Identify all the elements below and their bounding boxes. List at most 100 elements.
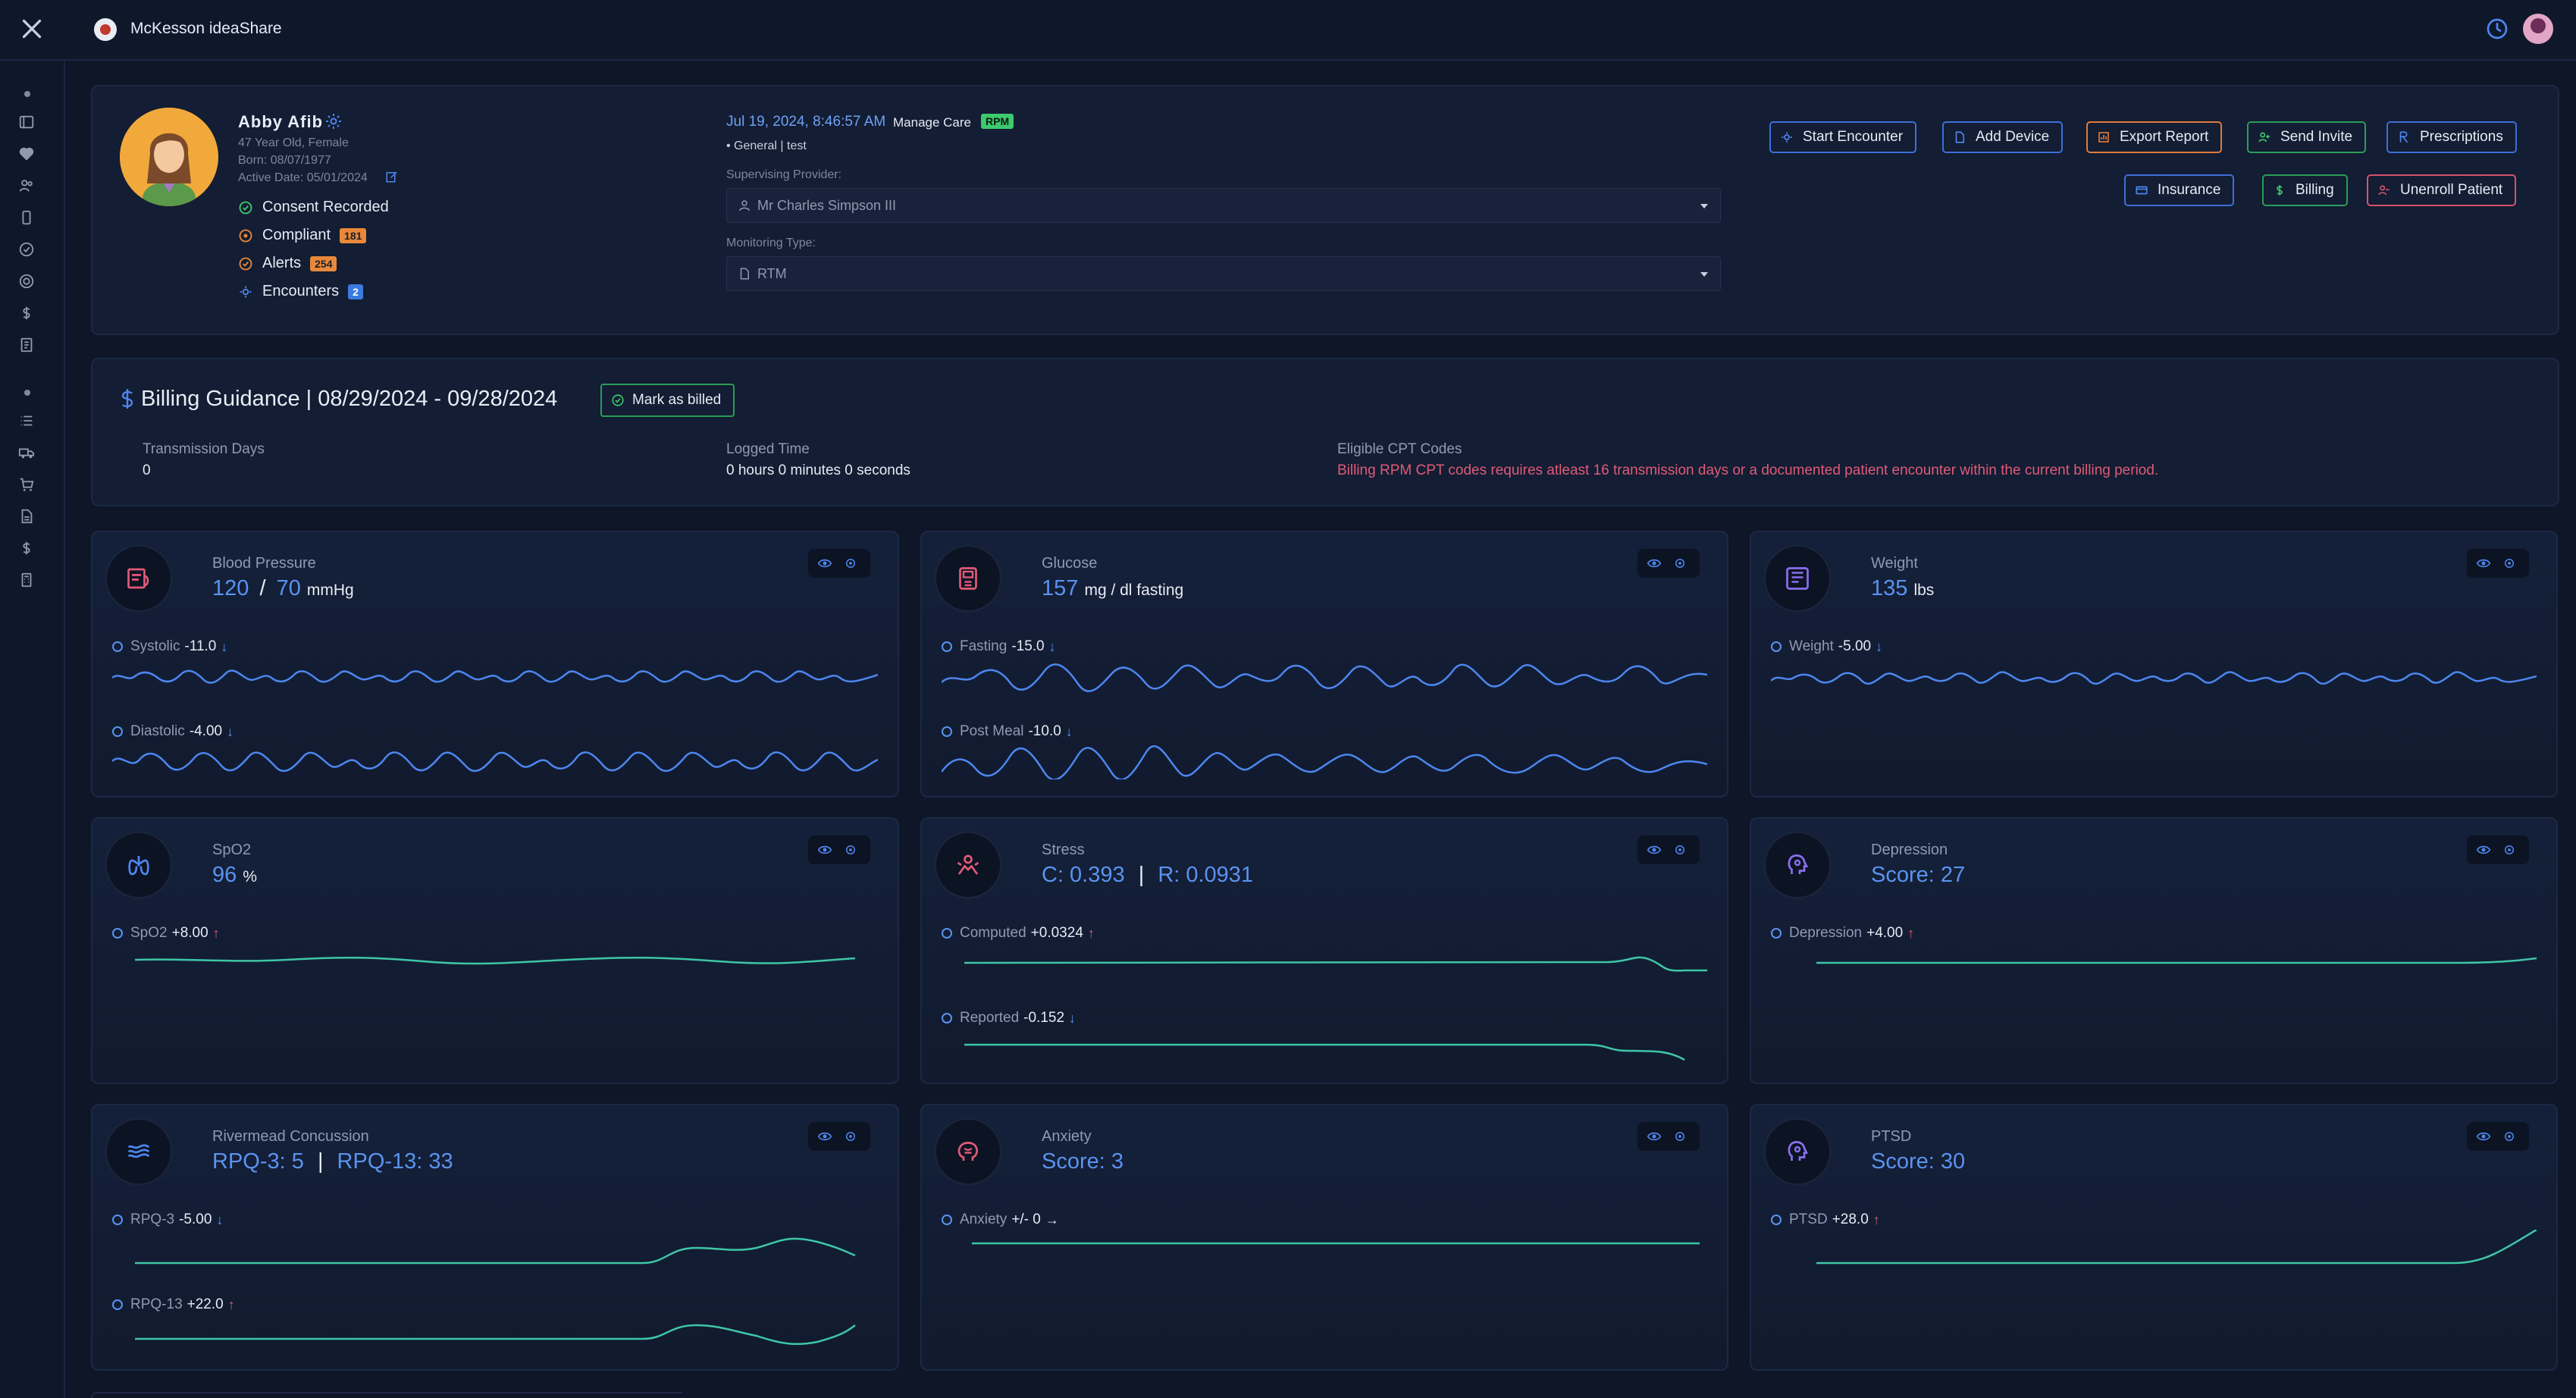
unenroll-patient-button[interactable]: Unenroll Patient [2367, 174, 2517, 206]
settings-icon[interactable] [843, 556, 858, 570]
clock-icon[interactable] [2485, 17, 2509, 41]
trend-name: Fasting [960, 638, 1008, 654]
eye-icon[interactable] [1647, 556, 1662, 570]
card-ptsd[interactable]: PTSD Score: 30 PTSD +28.0 ↑ [1750, 1104, 2558, 1371]
settings-icon[interactable] [2502, 556, 2517, 570]
list-icon[interactable] [18, 412, 35, 429]
patient-header: Abby Afib 47 Year Old, Female Born: 08/0… [91, 85, 2559, 335]
unit: lbs [1913, 581, 1935, 599]
card-glucose[interactable]: Glucose 157 mg / dl fasting Fasting -15.… [920, 531, 1728, 798]
edit-icon[interactable] [385, 170, 399, 183]
eye-icon[interactable] [2476, 556, 2491, 570]
eye-icon[interactable] [2476, 1130, 2491, 1143]
monitoring-type-label: Monitoring Type: [726, 237, 816, 249]
reported-trend-label: Reported -0.152 ↓ [942, 1010, 1076, 1027]
truck-icon[interactable] [18, 444, 35, 461]
card-anxiety[interactable]: Anxiety Score: 3 Anxiety +/- 0 → [920, 1104, 1728, 1371]
arrow-right-icon: → [1045, 1211, 1059, 1227]
prescriptions-label: Prescriptions [2420, 129, 2503, 145]
billing-button[interactable]: Billing [2262, 174, 2348, 206]
gear-icon[interactable] [324, 112, 343, 130]
settings-icon[interactable] [2502, 843, 2517, 857]
send-invite-button[interactable]: Send Invite [2247, 121, 2367, 153]
trend-delta: +0.0324 [1030, 925, 1083, 941]
close-icon[interactable] [18, 15, 45, 42]
legend-circle [942, 1013, 952, 1023]
manage-care-label: Manage Care [893, 115, 972, 130]
card-title: Stress [1042, 842, 1085, 858]
trend-name: Systolic [130, 638, 180, 654]
cart-icon[interactable] [18, 476, 35, 493]
logged-time-value: 0 hours 0 minutes 0 seconds [726, 462, 910, 478]
calculator-icon[interactable] [18, 572, 35, 588]
dashboard-icon[interactable] [18, 114, 35, 130]
add-device-button[interactable]: Add Device [1942, 121, 2064, 153]
user-avatar[interactable] [2523, 14, 2553, 44]
eye-icon[interactable] [817, 1130, 832, 1143]
eye-icon[interactable] [1647, 1130, 1662, 1143]
insurance-label: Insurance [2158, 182, 2221, 198]
value-separator: | [317, 1149, 324, 1174]
settings-icon[interactable] [1672, 1130, 1688, 1143]
rpq13-trend-label: RPQ-13 +22.0 ↑ [112, 1296, 235, 1313]
card-value: RPQ-3: 5 | RPQ-13: 33 [212, 1149, 453, 1174]
card-value: 96 % [212, 863, 257, 888]
device-icon[interactable] [18, 209, 35, 226]
trend-name: RPQ-3 [130, 1211, 175, 1227]
settings-icon[interactable] [1672, 843, 1688, 857]
depression-sparkline [1816, 957, 2537, 964]
settings-icon[interactable] [1672, 556, 1688, 570]
card-controls [808, 1122, 870, 1151]
systolic-value: 120 [212, 576, 249, 600]
card-stress[interactable]: Stress C: 0.393 | R: 0.0931 Computed +0.… [920, 817, 1728, 1084]
card-rivermead[interactable]: Rivermead Concussion RPQ-3: 5 | RPQ-13: … [91, 1104, 899, 1371]
card-depression[interactable]: Depression Score: 27 Depression +4.00 ↑ [1750, 817, 2558, 1084]
eye-icon[interactable] [1647, 843, 1662, 857]
insurance-button[interactable]: Insurance [2124, 174, 2235, 206]
settings-icon[interactable] [843, 1130, 858, 1143]
trend-name: Computed [960, 925, 1026, 941]
report-icon[interactable] [18, 337, 35, 353]
target-icon[interactable] [18, 273, 35, 290]
export-report-button[interactable]: Export Report [2086, 121, 2223, 153]
status-encounters[interactable]: Encounters 2 [238, 283, 363, 300]
status-alerts[interactable]: Alerts 254 [238, 255, 337, 272]
card-controls [808, 549, 870, 578]
settings-icon[interactable] [2502, 1130, 2517, 1143]
dollar-icon[interactable] [18, 305, 35, 321]
weight-value: 135 [1871, 576, 1908, 600]
eye-icon[interactable] [817, 556, 832, 570]
eye-icon[interactable] [2476, 843, 2491, 857]
prescriptions-button[interactable]: Prescriptions [2386, 121, 2517, 153]
blood-pressure-icon [127, 568, 149, 589]
anxiety-icon-wrap [934, 1117, 1002, 1186]
document-icon[interactable] [18, 508, 35, 525]
dollar-icon[interactable] [18, 540, 35, 556]
arrow-up-icon: ↑ [227, 1296, 235, 1312]
legend-circle [112, 1299, 123, 1310]
heart-monitor-icon[interactable] [18, 146, 35, 162]
users-icon[interactable] [18, 177, 35, 194]
card-value: Score: 30 [1871, 1149, 1965, 1174]
start-encounter-button[interactable]: Start Encounter [1769, 121, 1917, 153]
supervising-provider-select[interactable]: Mr Charles Simpson III [726, 188, 1721, 223]
chevron-down-icon [1700, 272, 1708, 277]
arrow-down-icon: ↓ [1048, 638, 1056, 654]
eye-icon[interactable] [817, 843, 832, 857]
card-blood-pressure[interactable]: Blood Pressure 120 / 70 mmHg Systolic -1… [91, 531, 899, 798]
mark-as-billed-button[interactable]: Mark as billed [600, 384, 735, 417]
patient-avatar [120, 108, 218, 206]
check-circle-icon [239, 257, 252, 270]
status-compliant[interactable]: Compliant 181 [238, 227, 367, 244]
monitoring-type-select[interactable]: RTM [726, 256, 1721, 291]
card-spo2[interactable]: SpO2 96 % SpO2 +8.00 ↑ [91, 817, 899, 1084]
card-value: Score: 3 [1042, 1149, 1123, 1174]
supervising-provider-value: Mr Charles Simpson III [757, 198, 897, 213]
supervising-provider-label: Supervising Provider: [726, 168, 842, 181]
check-circle-icon[interactable] [18, 241, 35, 258]
card-title: Depression [1871, 842, 1948, 858]
scale-icon [1786, 567, 1809, 590]
card-weight[interactable]: Weight 135 lbs Weight -5.00 ↓ [1750, 531, 2558, 798]
settings-icon[interactable] [843, 843, 858, 857]
alert-circle-icon [239, 229, 252, 242]
